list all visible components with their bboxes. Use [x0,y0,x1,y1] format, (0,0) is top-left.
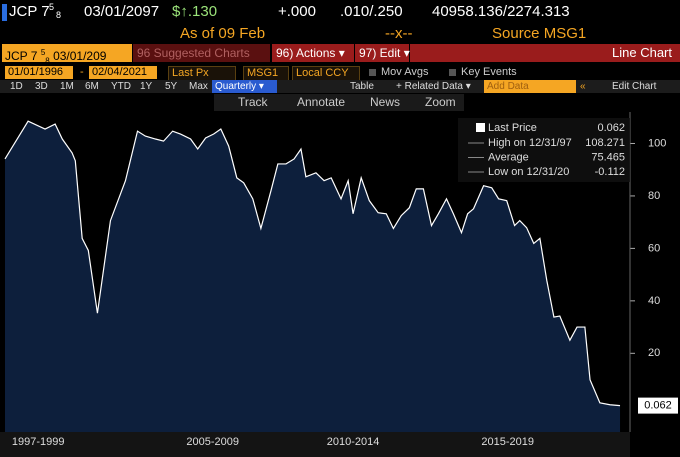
as-of: As of 09 Feb [180,25,266,42]
stat-value: -0.112 [595,166,625,178]
chart-kind: Line Chart [410,44,680,62]
period-button[interactable]: 1M [60,81,74,92]
y-tick-label: 60 [648,242,660,254]
stat-label: High on 12/31/97 [488,137,572,149]
axis-band [0,432,630,457]
area-fill [5,121,621,432]
collapse[interactable]: « [580,81,586,92]
edit-menu[interactable]: 97) Edit ▾ [355,44,410,62]
fraction-num: 5 [49,2,55,12]
period-button[interactable]: 1Y [140,81,153,92]
price: $↑.130 [172,3,218,20]
period-button[interactable]: 6M [85,81,99,92]
add-data[interactable]: Add Data [484,80,576,93]
last-value-box [638,397,678,414]
maturity: 03/01/2097 [84,3,160,20]
period-button[interactable]: YTD [111,81,131,92]
currency[interactable]: Local CCY [292,66,360,81]
field[interactable]: Last Px [168,66,236,81]
stat-value: 75.465 [591,151,625,163]
tool-button[interactable]: News [370,95,401,109]
chart: 0.062 20 40 60 80 100 1997-1999 2005-2009 2010-2… [0,112,678,457]
fraction-den: 8 [45,56,50,66]
suggested-charts[interactable]: 96 Suggested Charts [133,44,270,62]
source-field[interactable]: MSG1 [243,66,289,81]
fraction-num: 5 [40,48,46,57]
edit-chart[interactable]: Edit Chart [612,81,657,92]
period-button[interactable]: 1D [10,81,23,92]
bid-ask: .010/.250 [340,3,403,20]
source: Source MSG1 [492,25,587,42]
x-tick-label: 2015-2019 [481,436,534,448]
ticker: JCP 7 [5,49,38,63]
checkbox[interactable] [449,69,456,76]
tool-bar [214,94,464,111]
end-date[interactable]: 02/04/2021 [89,66,157,79]
period-bar [0,80,680,93]
checkbox[interactable] [369,69,376,76]
period-button[interactable]: 5Y [165,81,178,92]
stat-value: 108.271 [585,137,625,149]
start-date[interactable]: 01/01/1996 [5,66,73,79]
fraction-den: 8 [56,10,62,20]
legend-swatch [476,123,485,132]
focus-marker [2,4,7,21]
actions-menu[interactable]: 96) Actions ▾ [272,44,354,62]
legend-value: 0.062 [597,122,625,134]
stat-label: Average [488,151,529,163]
price-line [4,120,621,407]
tool-button[interactable]: Annotate [297,95,346,109]
size: 40958.136/2274.313 [432,3,570,20]
legend-label: Last Price [488,122,537,134]
period-button[interactable]: Max [189,81,208,92]
x-tick-label: 1997-1999 [12,436,65,448]
period-button[interactable]: 3D [35,81,48,92]
y-tick-label: 40 [648,295,660,307]
tool-button[interactable]: Track [238,95,268,109]
change: +.000 [278,3,316,20]
y-tick-label: 80 [648,190,660,202]
security-field[interactable]: JCP 7 58 03/01/209 [2,44,132,66]
x-tick-label: 2010-2014 [327,436,380,448]
maturity: 03/01/209 [53,49,107,63]
table-button[interactable]: Table [350,81,374,92]
key-events[interactable]: Key Events [461,66,517,78]
tool-button[interactable]: Zoom [425,95,456,109]
mid: --x-- [385,25,413,42]
stat-label: Low on 12/31/20 [488,166,569,178]
ticker: JCP 7 [9,3,50,20]
x-tick-label: 2005-2009 [186,436,239,448]
y-tick-label: 100 [648,137,666,149]
last-value-label: 0.062 [644,400,672,412]
legend-box [458,118,630,182]
related-data[interactable]: + Related Data ▾ [396,81,471,92]
y-tick-label: 20 [648,347,660,359]
date-dash: - [80,66,84,78]
mov-avgs[interactable]: Mov Avgs [381,66,429,78]
frequency[interactable]: Quarterly ▾ [212,80,277,93]
